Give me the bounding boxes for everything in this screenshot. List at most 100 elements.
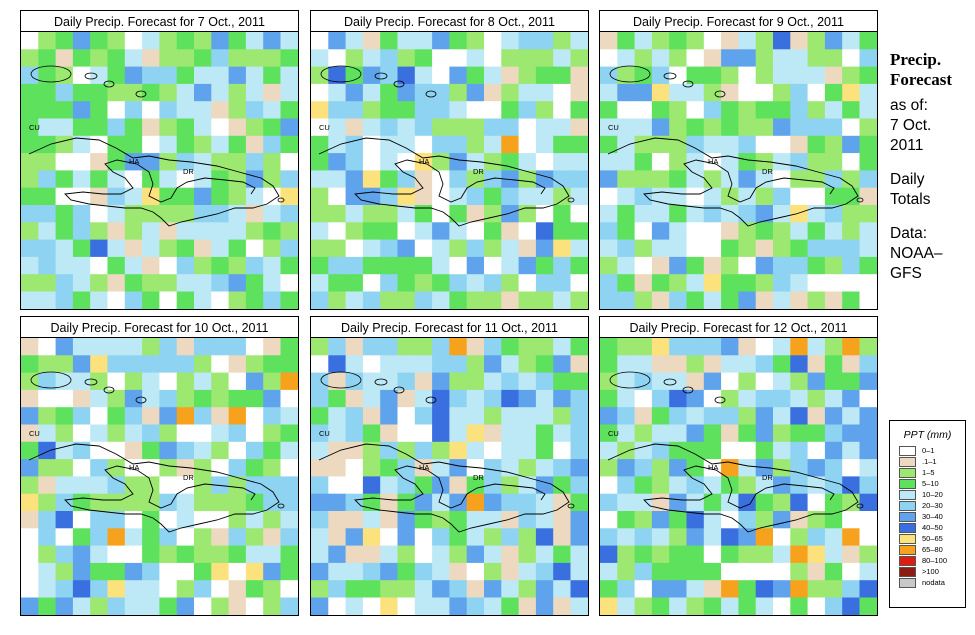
grid-cell [721, 135, 739, 154]
precip-map[interactable]: CU HA DR [310, 31, 589, 310]
grid-cell [570, 274, 588, 293]
grid-cell [397, 407, 416, 426]
precip-map[interactable]: CU HA DR [20, 337, 299, 616]
grid-cell [790, 511, 809, 529]
grid-cell [263, 562, 282, 581]
grid-cell [600, 597, 618, 615]
grid-cell [397, 83, 416, 102]
grid-cell [449, 545, 468, 564]
grid-cell [501, 580, 520, 599]
grid-cell [617, 222, 636, 241]
grid-cell [228, 407, 247, 426]
island-outline [374, 378, 388, 386]
grid-cell [501, 205, 520, 223]
grid-cell [228, 291, 247, 309]
grid-cell [535, 580, 554, 599]
grid-cell [518, 580, 537, 599]
grid-cell [617, 424, 636, 443]
grid-cell [263, 153, 282, 171]
grid-cell [535, 493, 554, 512]
grid-cell [345, 118, 364, 137]
grid-cell [21, 135, 39, 154]
grid-cell [414, 407, 433, 426]
grid-cell [107, 355, 126, 374]
grid-cell [245, 389, 264, 408]
grid-cell [345, 274, 364, 293]
grid-cell [107, 476, 126, 495]
grid-cell [362, 407, 381, 426]
precip-map[interactable]: CU HA DR [599, 31, 878, 310]
grid-cell [824, 424, 843, 443]
grid-cell [703, 389, 722, 408]
grid-cell [124, 355, 143, 374]
grid-cell [211, 580, 230, 599]
grid-cell [90, 528, 109, 547]
grid-cell [686, 597, 705, 615]
grid-cell [703, 118, 722, 137]
precip-map[interactable]: CU HA DR [310, 337, 589, 616]
precip-map[interactable]: CU HA DR [20, 31, 299, 310]
grid-cell [721, 153, 739, 171]
grid-cell [824, 441, 843, 460]
grid-cell [228, 187, 247, 206]
grid-cell [651, 153, 670, 171]
grid-cell [669, 528, 688, 547]
grid-cell [790, 580, 809, 599]
grid-cell [124, 118, 143, 137]
grid-cell [311, 256, 329, 275]
grid-cell [449, 187, 468, 206]
grid-cell [55, 205, 74, 223]
island-outline [277, 197, 285, 203]
grid-cell [194, 562, 212, 581]
grid-cell [245, 597, 264, 615]
grid-cell [634, 205, 653, 223]
grid-cell [345, 32, 364, 50]
grid-cell [280, 476, 298, 495]
grid-cell [55, 187, 74, 206]
grid-cell [194, 49, 212, 68]
grid-cell [345, 597, 364, 615]
grid-cell [159, 511, 178, 529]
grid-cell [449, 135, 468, 154]
grid-cell [362, 476, 381, 495]
grid-cell [466, 493, 485, 512]
grid-cell [311, 389, 329, 408]
grid-cell [142, 545, 160, 564]
grid-cell [432, 441, 450, 460]
grid-cell [328, 49, 347, 68]
grid-cell [159, 153, 178, 171]
grid-cell [553, 170, 572, 189]
precip-map[interactable]: CU HA DR [599, 337, 878, 616]
panel-title: Daily Precip. Forecast for 8 Oct., 2011 [310, 10, 589, 32]
grid-cell [124, 222, 143, 241]
grid-cell [194, 222, 212, 241]
grid-cell [228, 153, 247, 171]
grid-cell [38, 66, 57, 85]
grid-cell [807, 49, 826, 68]
grid-cell [755, 222, 774, 241]
grid-cell [380, 441, 399, 460]
grid-cell [124, 187, 143, 206]
region-label-dr: DR [473, 167, 484, 176]
grid-cell [484, 389, 502, 408]
grid-cell [824, 291, 843, 309]
grid-cell [380, 338, 399, 356]
coastline [318, 137, 570, 227]
grid-cell [466, 372, 485, 391]
grid-cell [842, 118, 861, 137]
grid-cell [824, 256, 843, 275]
grid-cell [55, 101, 74, 120]
region-label-dr: DR [183, 167, 194, 176]
grid-cell [245, 153, 264, 171]
grid-cell [38, 355, 57, 374]
grid-cell [484, 256, 502, 275]
grid-cell [807, 135, 826, 154]
grid-cell [518, 338, 537, 356]
grid-cell [755, 476, 774, 495]
grid-cell [738, 83, 757, 102]
grid-cell [142, 222, 160, 241]
grid-cell [107, 291, 126, 309]
grid-cell [535, 511, 554, 529]
grid-cell [755, 153, 774, 171]
grid-cell [570, 511, 588, 529]
